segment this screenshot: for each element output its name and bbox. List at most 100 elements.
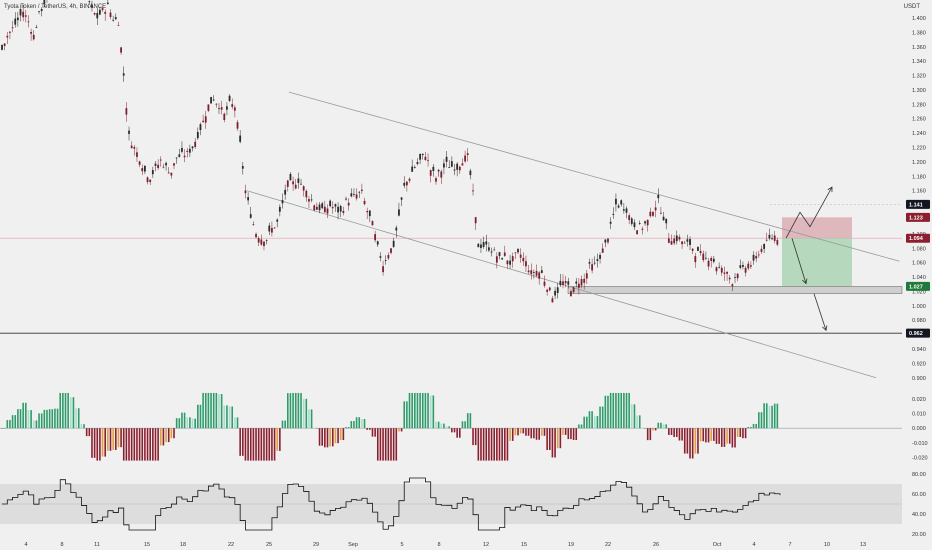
oscillator-bar xyxy=(159,428,162,446)
oscillator-bar xyxy=(453,428,456,433)
oscillator-bar xyxy=(347,427,350,429)
oscillator-bar xyxy=(707,428,710,443)
candle-body xyxy=(408,178,411,181)
oscillator-bar xyxy=(723,428,726,447)
candle-body xyxy=(683,242,686,244)
oscillator-bar xyxy=(448,426,451,429)
candle-body xyxy=(278,206,281,212)
candle-body xyxy=(323,206,326,213)
oscillator-bar xyxy=(419,392,421,429)
candle-body xyxy=(413,167,416,168)
oscillator-bar xyxy=(593,416,596,429)
candle-body xyxy=(342,210,345,213)
candle-body xyxy=(543,281,546,286)
candle-body xyxy=(321,203,324,209)
oscillator-bar xyxy=(699,428,702,442)
candle-body xyxy=(747,263,750,269)
candle-body xyxy=(284,189,287,195)
oscillator-bar xyxy=(522,428,525,434)
rsi-band xyxy=(0,484,902,524)
oscillator-tick-label: 0.010 xyxy=(912,412,926,418)
price-tick-label: 0.900 xyxy=(912,376,926,382)
candle-body xyxy=(538,272,541,279)
candle-body xyxy=(122,73,125,76)
oscillator-bar xyxy=(91,428,93,458)
oscillator-bar xyxy=(406,401,408,429)
candle-body xyxy=(580,279,583,286)
candle-body xyxy=(379,256,382,258)
candle-body xyxy=(376,241,379,245)
candle-body xyxy=(461,163,464,166)
candle-body xyxy=(247,197,250,201)
candle-body xyxy=(572,287,575,293)
candle-body xyxy=(112,19,115,21)
oscillator-bar xyxy=(271,428,273,461)
oscillator-bar xyxy=(242,428,244,456)
price-tick-label: 1.260 xyxy=(912,117,926,123)
oscillator-bar xyxy=(197,404,199,429)
candle-body xyxy=(276,219,279,222)
oscillator-bar xyxy=(199,404,202,429)
descending-channel[interactable] xyxy=(246,91,900,379)
oscillator-bar xyxy=(652,428,654,431)
candle-body xyxy=(517,249,519,253)
candle-body xyxy=(763,244,766,249)
oscillator-bar xyxy=(739,428,742,437)
oscillator-bar xyxy=(414,392,416,429)
candle-body xyxy=(265,239,268,241)
oscillator-bar xyxy=(392,428,395,461)
time-axis[interactable]: 4 8 11 15 18 22 25 29 Sep 5 8 12 15 19 22 26 Oct 4 7 10 13 xyxy=(24,542,866,548)
candle-body xyxy=(625,208,628,213)
candle-body xyxy=(458,166,461,171)
oscillator-tick-label: 0.000 xyxy=(912,426,926,432)
position-zones xyxy=(567,217,903,294)
candle-body xyxy=(228,95,231,101)
oscillator-bar xyxy=(316,428,318,429)
candle-body xyxy=(691,248,694,251)
candle-body xyxy=(652,211,654,216)
oscillator-bar xyxy=(554,428,556,458)
candle-body xyxy=(712,258,715,262)
oscillator-bar xyxy=(702,428,705,442)
oscillator-bar xyxy=(189,417,191,429)
oscillator-bar xyxy=(578,424,580,429)
oscillator-bar xyxy=(580,424,583,429)
candle-body xyxy=(453,169,456,171)
candle-body xyxy=(252,224,255,225)
candle-body xyxy=(257,238,260,243)
oscillator-bar xyxy=(485,428,488,461)
candle-body xyxy=(432,166,435,172)
oscillator-bar xyxy=(25,402,27,429)
projection-arrows[interactable] xyxy=(785,186,833,332)
time-tick-label: 15 xyxy=(144,542,150,548)
price-tick-label: 0.920 xyxy=(912,361,926,367)
candle-body xyxy=(681,241,683,245)
candle-body xyxy=(530,270,533,275)
candle-body xyxy=(231,104,234,107)
oscillator-bar xyxy=(387,428,390,461)
candle-body xyxy=(384,260,387,262)
oscillator-histogram xyxy=(1,392,779,461)
candle-body xyxy=(689,239,691,245)
oscillator-bar xyxy=(445,426,448,429)
oscillator-bar xyxy=(752,423,755,429)
oscillator-bar xyxy=(152,428,154,461)
candle-body xyxy=(599,254,601,259)
oscillator-bar xyxy=(631,404,633,429)
oscillator-bar xyxy=(477,428,480,461)
oscillator-bar xyxy=(755,423,757,429)
oscillator-bar xyxy=(620,392,623,429)
time-tick-label: 10 xyxy=(824,542,830,548)
oscillator-bar xyxy=(411,392,413,429)
oscillator-bar xyxy=(435,421,437,429)
candle-body xyxy=(702,253,705,261)
bearish-arrow-1-head xyxy=(802,278,808,285)
candle-body xyxy=(125,108,128,115)
price-tick-label: 1.000 xyxy=(912,304,926,310)
oscillator-bar xyxy=(104,428,107,457)
candle-body xyxy=(554,290,556,296)
oscillator-bar xyxy=(628,392,630,429)
candle-body xyxy=(612,213,615,215)
oscillator-bar xyxy=(728,428,731,444)
